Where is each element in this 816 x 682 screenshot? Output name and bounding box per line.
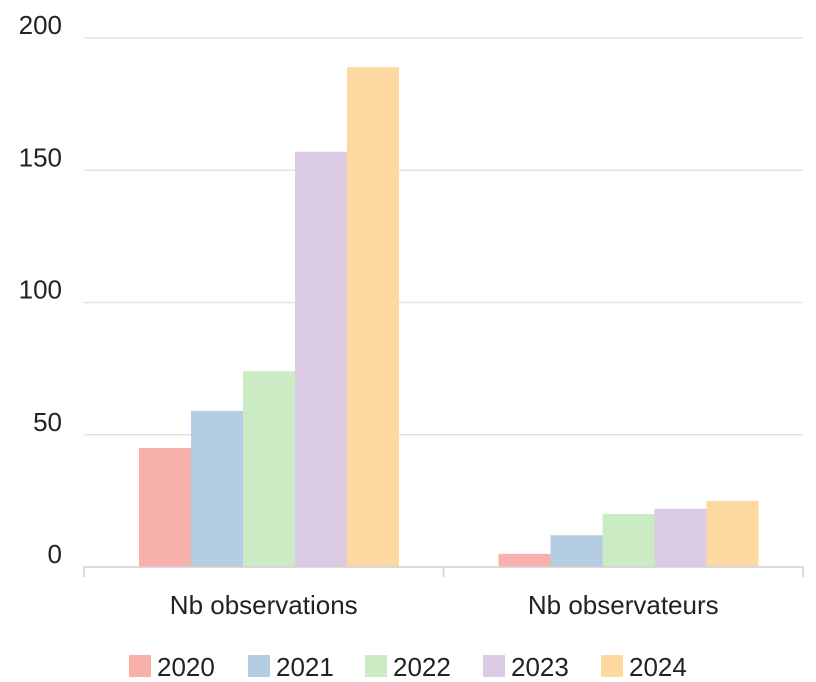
y-tick-label: 100 [19,275,62,305]
y-tick-label: 200 [19,10,62,40]
bar-2022-observateurs [603,514,655,567]
legend-swatch-2021 [248,655,270,677]
x-axis [84,567,803,577]
x-category-label: Nb observations [170,590,358,620]
y-tick-label: 50 [33,407,62,437]
x-axis-categories: Nb observations Nb observateurs [170,590,719,620]
legend-label-2021: 2021 [276,652,334,682]
x-category-label: Nb observateurs [528,590,719,620]
gridlines [84,38,803,435]
legend-label-2022: 2022 [393,652,451,682]
bar-2020-observations [139,448,191,567]
bars [139,67,759,567]
bar-2021-observations [191,411,243,567]
y-axis-ticks: 0 50 100 150 200 [19,10,62,569]
legend-swatch-2020 [129,655,151,677]
bar-2022-observations [243,371,295,567]
bar-2024-observations [347,67,399,567]
bar-2021-observateurs [551,535,603,567]
legend-swatch-2022 [365,655,387,677]
legend-swatch-2024 [601,655,623,677]
y-tick-label: 150 [19,142,62,172]
bar-2023-observateurs [655,509,707,567]
legend-swatch-2023 [483,655,505,677]
y-tick-label: 0 [48,539,62,569]
bar-2020-observateurs [499,554,551,567]
legend-label-2024: 2024 [629,652,687,682]
bar-2023-observations [295,152,347,567]
legend-label-2020: 2020 [157,652,215,682]
legend-label-2023: 2023 [511,652,569,682]
legend: 2020 2021 2022 2023 2024 [129,652,687,682]
bar-2024-observateurs [707,501,759,567]
